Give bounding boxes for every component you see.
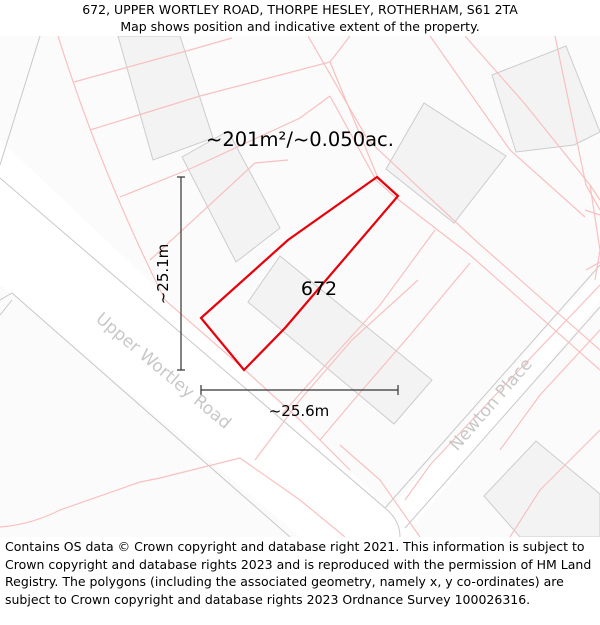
vertical-dimension-label: ~25.1m	[154, 244, 172, 305]
map-header: 672, UPPER WORTLEY ROAD, THORPE HESLEY, …	[0, 0, 600, 36]
building	[491, 45, 600, 153]
copyright-attribution: Contains OS data © Crown copyright and d…	[5, 539, 592, 607]
road-edges	[0, 36, 600, 537]
property-address-title: 672, UPPER WORTLEY ROAD, THORPE HESLEY, …	[82, 2, 518, 17]
dimension-lines	[177, 176, 399, 395]
property-outline[interactable]	[199, 175, 400, 372]
plot-number-label: 672	[301, 278, 337, 300]
buildings	[117, 36, 600, 537]
map-canvas: Upper Wortley Road Newton Place ~201m²/~…	[0, 36, 600, 537]
property-map[interactable]: Upper Wortley Road Newton Place ~201m²/~…	[0, 36, 600, 537]
area-label: ~201m²/~0.050ac.	[206, 128, 394, 151]
building	[117, 36, 214, 161]
parcel-boundaries	[0, 36, 600, 537]
building	[247, 255, 433, 425]
upper-wortley-road-surface-upper	[0, 140, 420, 537]
building	[385, 102, 507, 224]
building	[181, 130, 281, 263]
map-subtitle: Map shows position and indicative extent…	[120, 19, 480, 34]
horizontal-dimension-label: ~25.6m	[269, 402, 330, 420]
newton-place-road-surface	[380, 270, 600, 537]
